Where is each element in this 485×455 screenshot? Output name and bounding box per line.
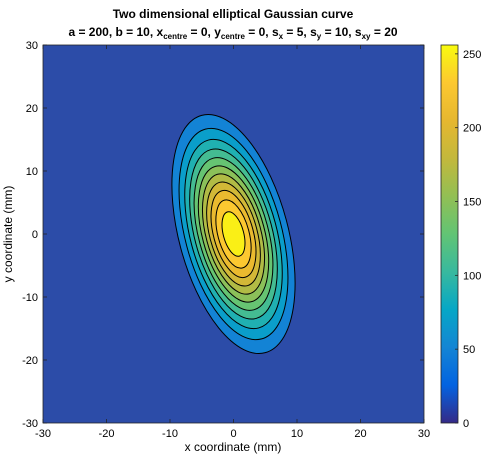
subtitle-sub-sx: x — [279, 32, 284, 41]
x-tick-label: 20 — [354, 428, 366, 440]
subtitle-text-yc: = 0, y — [187, 25, 221, 39]
contour-layer — [171, 113, 296, 355]
subtitle-text-end: = 20 — [371, 25, 398, 39]
colorbar-tick-label: 250 — [463, 49, 481, 61]
y-tick-label: -10 — [22, 292, 38, 304]
x-axis: -30 -20 -10 0 10 20 30 — [35, 45, 430, 440]
colorbar-tick-label: 200 — [463, 123, 481, 135]
subtitle-text-sx: = 0, s — [245, 25, 279, 39]
contour-level-240 — [221, 211, 246, 257]
colorbar-tick-label: 150 — [463, 197, 481, 209]
colorbar-tick-label: 50 — [463, 344, 475, 356]
colorbar-axis: 0 50 100 150 200 250 — [455, 49, 481, 430]
y-tick-label: 30 — [26, 40, 38, 52]
subtitle-text-sxy: = 10, s — [321, 25, 362, 39]
chart-subtitle: a = 200, b = 10, xcentre = 0, ycentre = … — [68, 25, 397, 41]
subtitle-sub-sy: y — [317, 32, 322, 41]
x-axis-label: x coordinate (mm) — [185, 440, 282, 454]
y-tick-label: 20 — [26, 103, 38, 115]
subtitle-sub-xc: centre — [163, 32, 188, 41]
subtitle-sub-yc: centre — [221, 32, 246, 41]
y-axis: -30 -20 -10 0 10 20 30 — [22, 40, 424, 430]
y-tick-label: -30 — [22, 418, 38, 430]
subtitle-text-a: a = 200, b = 10, x — [68, 25, 163, 39]
x-tick-label: -10 — [162, 428, 178, 440]
y-tick-label: 0 — [32, 229, 38, 241]
y-tick-label: -20 — [22, 355, 38, 367]
y-axis-label: y coordinate (mm) — [1, 186, 15, 283]
x-tick-label: 10 — [291, 428, 303, 440]
x-tick-label: 30 — [418, 428, 430, 440]
x-tick-label: -30 — [35, 428, 51, 440]
x-tick-label: -20 — [99, 428, 115, 440]
colorbar-tick-label: 100 — [463, 270, 481, 282]
chart-title: Two dimensional elliptical Gaussian curv… — [113, 7, 354, 21]
subtitle-sub-sxy: xy — [362, 32, 371, 41]
colorbar — [440, 44, 459, 424]
x-tick-label: 0 — [230, 428, 236, 440]
subtitle-text-sy: = 5, s — [283, 25, 317, 39]
colorbar-tick-label: 0 — [463, 418, 469, 430]
y-tick-label: 10 — [26, 166, 38, 178]
